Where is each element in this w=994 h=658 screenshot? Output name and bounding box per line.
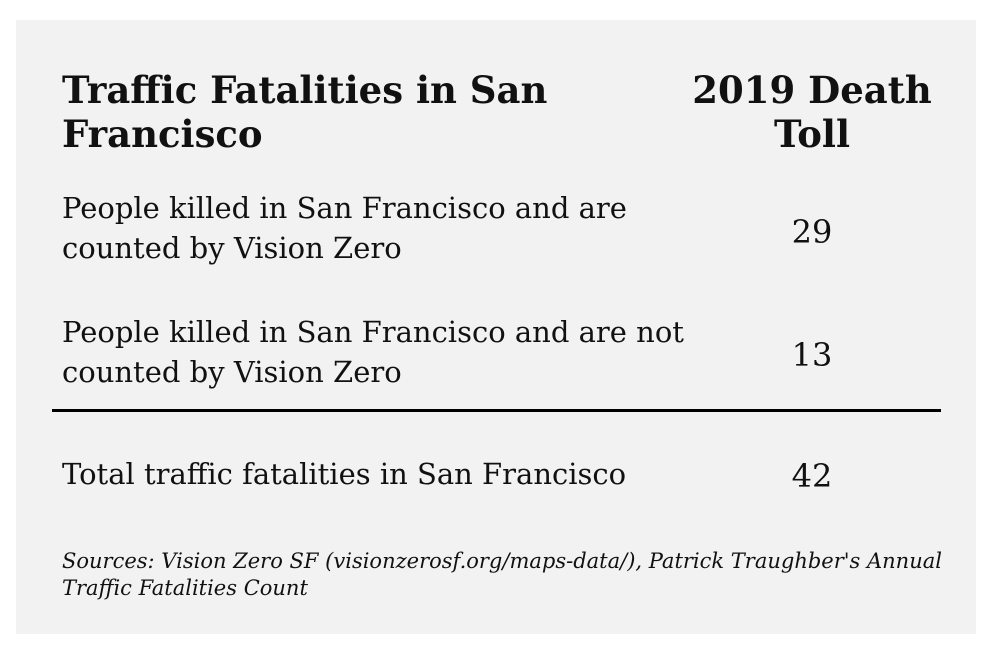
total-row-value: 42: [791, 457, 833, 495]
row-counted-label: People killed in San Francisco and are c…: [62, 191, 627, 265]
total-row-label: Total traffic fatalities in San Francisc…: [62, 457, 627, 491]
column-header-death-toll: 2019 Death Toll: [692, 68, 932, 156]
total-divider: [52, 409, 941, 412]
row-counted-value: 29: [791, 213, 833, 251]
row-not-counted-value: 13: [791, 336, 833, 374]
row-not-counted-label: People killed in San Francisco and are n…: [62, 315, 684, 389]
sources-note: Sources: Vision Zero SF (visionzerosf.or…: [62, 549, 942, 600]
fatalities-table-card: Traffic Fatalities in San Francisco 2019…: [16, 20, 976, 634]
table-title: Traffic Fatalities in San Francisco: [62, 68, 548, 156]
